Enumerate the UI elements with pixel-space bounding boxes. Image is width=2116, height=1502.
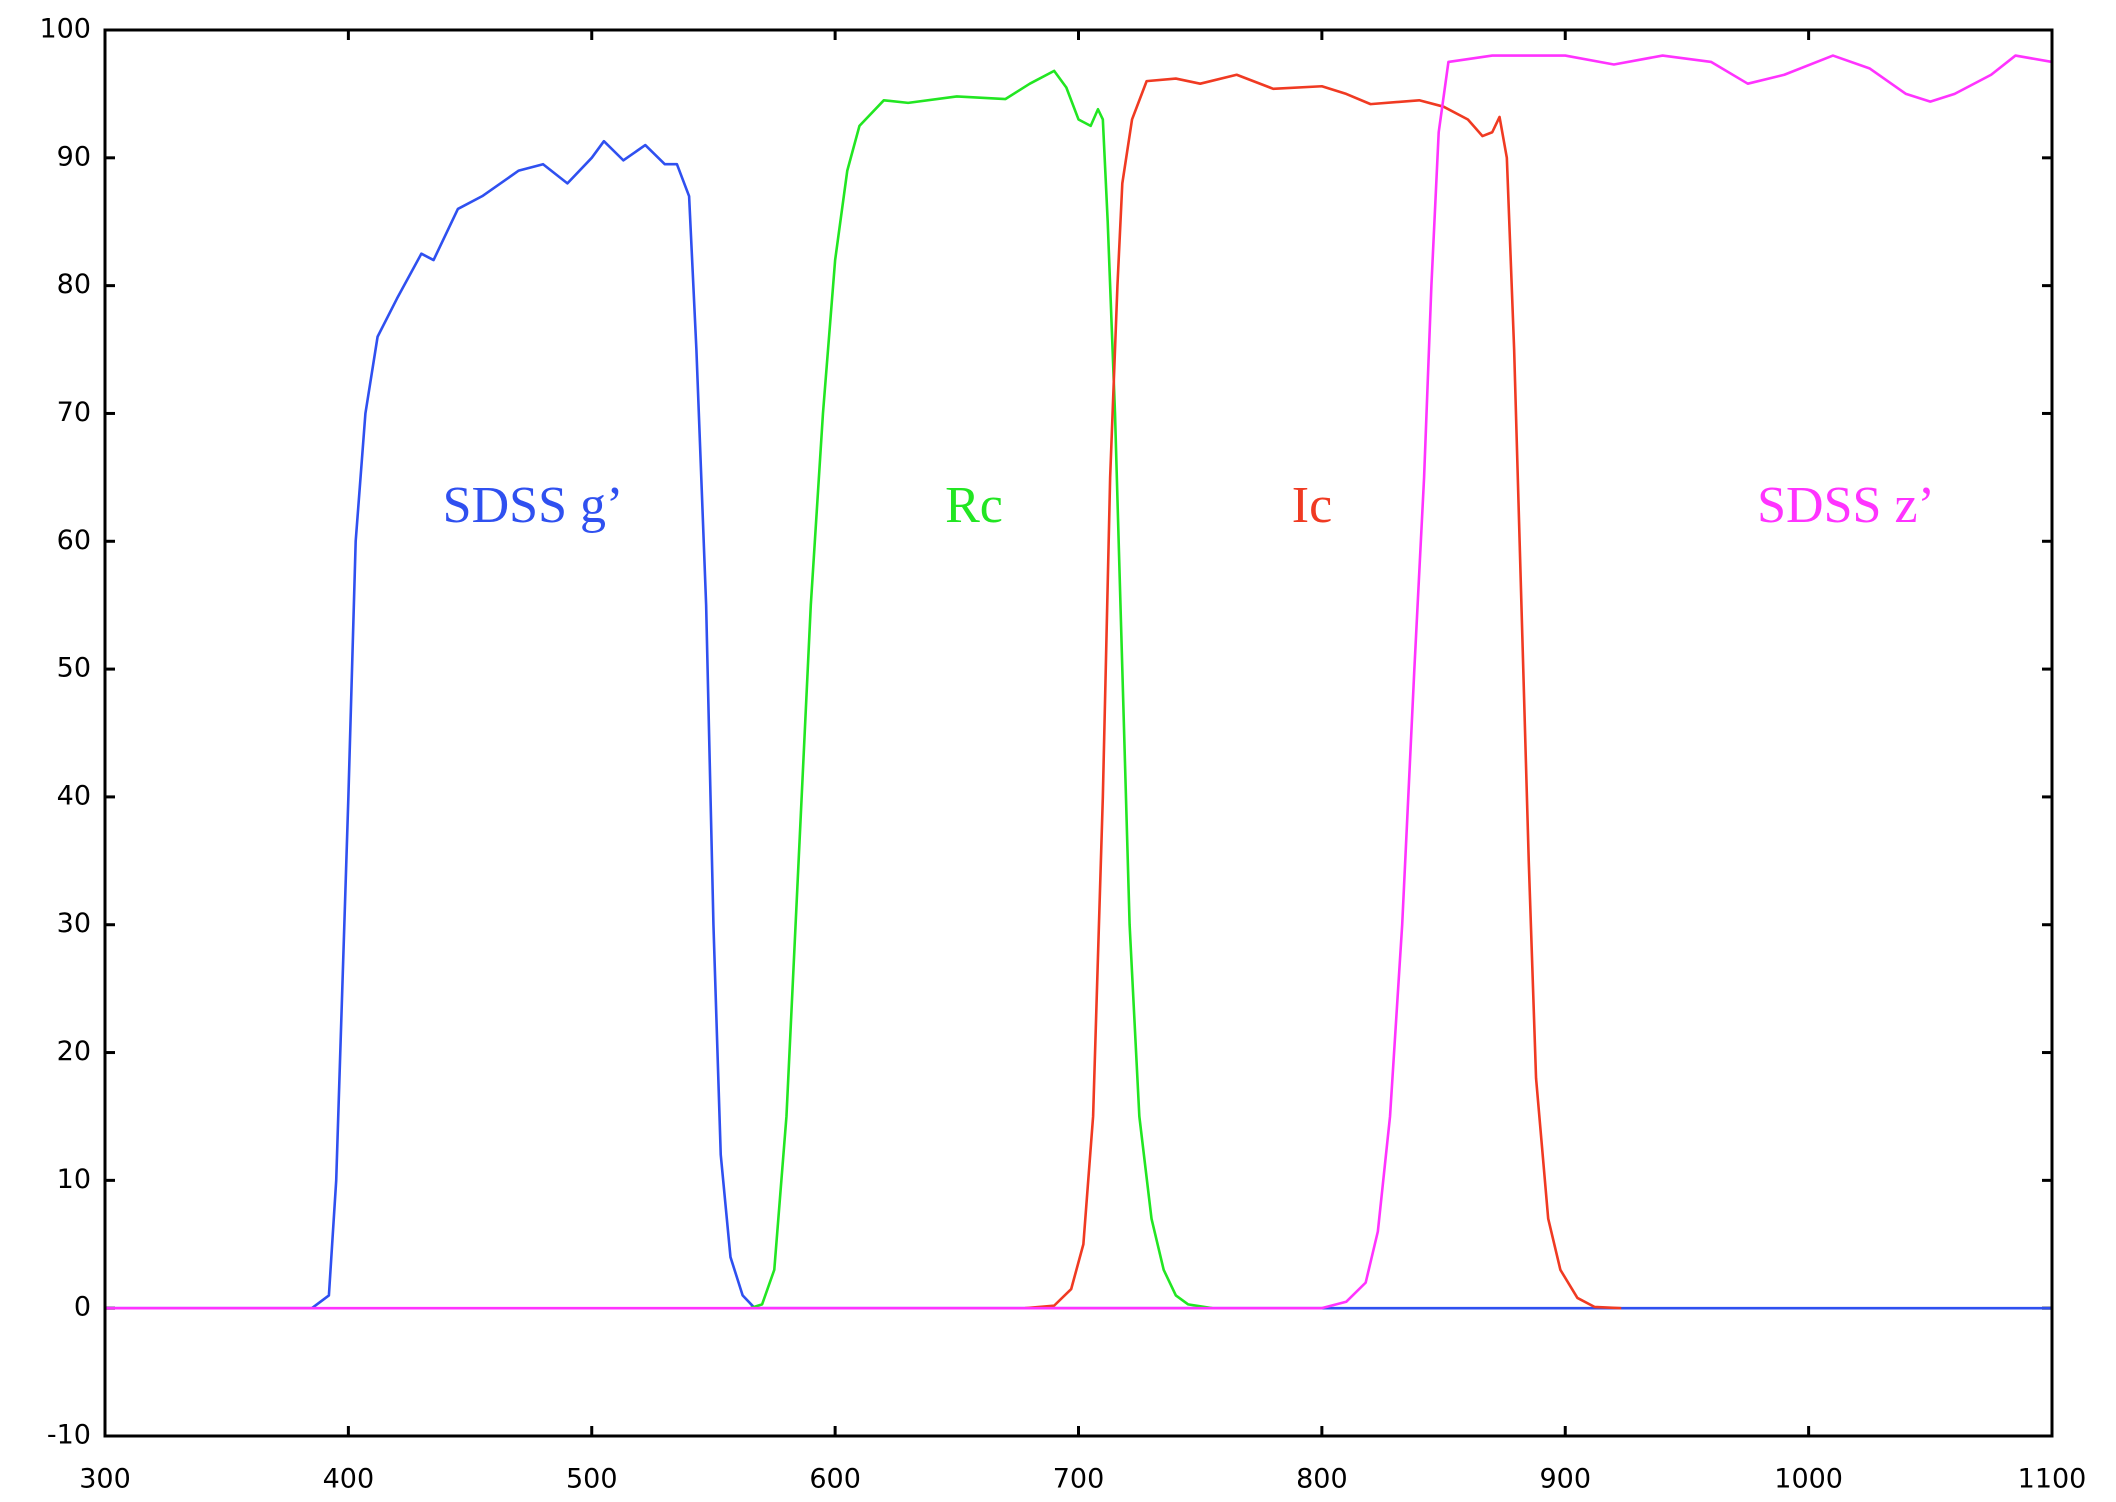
x-tick-label: 400 [323,1464,375,1495]
y-tick-label: 10 [57,1164,91,1195]
x-tick-label: 900 [1539,1464,1591,1495]
series-line [749,69,1213,1310]
y-tick-label: -10 [47,1420,91,1451]
y-tick-label: 30 [57,908,91,939]
series-label: SDSS z’ [1757,477,1935,534]
y-tick-label: 20 [57,1036,91,1067]
series-line [1024,73,1622,1310]
series-line [105,139,2052,1310]
x-tick-label: 1100 [2018,1464,2087,1495]
y-tick-label: 80 [57,269,91,300]
y-tick-label: 40 [57,780,91,811]
series-label: Rc [945,477,1003,534]
x-tick-label: 800 [1296,1464,1348,1495]
y-tick-label: 90 [57,141,91,172]
y-tick-label: 60 [57,525,91,556]
x-tick-label: 700 [1053,1464,1105,1495]
y-tick-label: 70 [57,397,91,428]
y-tick-label: 100 [39,14,91,45]
series-label: SDSS g’ [443,477,624,534]
x-tick-label: 500 [566,1464,618,1495]
x-tick-label: 300 [79,1464,131,1495]
y-tick-label: 0 [74,1292,91,1323]
x-tick-label: 1000 [1774,1464,1843,1495]
y-tick-label: 50 [57,653,91,684]
plot-frame [103,28,2054,1438]
series-label: Ic [1292,477,1332,534]
x-tick-label: 600 [809,1464,861,1495]
series-line [105,54,2053,1310]
